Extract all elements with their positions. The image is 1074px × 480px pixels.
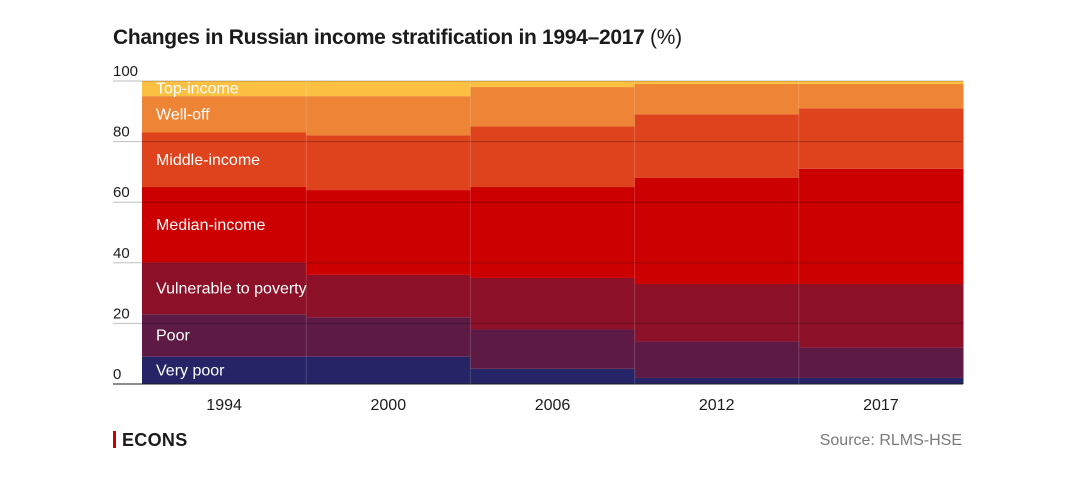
- bar-very-poor-2017: [798, 377, 964, 384]
- bar-median-income-2012: [634, 177, 800, 285]
- bar-median-income-2000: [306, 190, 471, 275]
- bar-vulnerable-to-poverty-2006: [470, 277, 636, 330]
- bar-middle-income-1994: [142, 132, 307, 188]
- bar-middle-income-2012: [634, 114, 800, 178]
- bar-middle-income-2006: [470, 126, 636, 188]
- y-tick-labels: 0 20 40 60 80 100: [113, 63, 138, 383]
- source-note: Source: RLMS-HSE: [819, 432, 962, 449]
- y-tick-60: 60: [113, 184, 130, 201]
- bar-very-poor-2000: [306, 356, 471, 384]
- bars-layer: [142, 81, 964, 384]
- y-tick-40: 40: [113, 245, 130, 262]
- chart-title: Changes in Russian income stratification…: [113, 26, 682, 49]
- series-label-poor: Poor: [156, 328, 190, 345]
- bar-median-income-1994: [142, 187, 307, 263]
- y-tick-0: 0: [113, 366, 121, 383]
- x-tick-2017: 2017: [863, 397, 899, 414]
- bar-well-off-2000: [306, 96, 471, 136]
- series-label-middle-income: Middle-income: [156, 152, 260, 169]
- bar-very-poor-1994: [142, 356, 307, 384]
- gridlines-layer: [113, 80, 963, 385]
- y-tick-100: 100: [113, 63, 138, 80]
- bar-well-off-2017: [798, 84, 964, 109]
- series-label-median-income: Median-income: [156, 217, 265, 234]
- bar-top-income-2006: [470, 81, 636, 88]
- bar-top-income-2000: [306, 81, 471, 97]
- series-label-well-off: Well-off: [156, 106, 210, 123]
- series-label-very-poor: Very poor: [156, 362, 225, 379]
- bar-middle-income-2017: [798, 108, 964, 169]
- y-tick-20: 20: [113, 305, 130, 322]
- bar-top-income-2017: [798, 81, 964, 85]
- x-tick-1994: 1994: [206, 397, 242, 414]
- bar-middle-income-2000: [306, 135, 471, 191]
- bar-median-income-2006: [470, 187, 636, 278]
- x-tick-2012: 2012: [699, 397, 735, 414]
- bar-vulnerable-to-poverty-2017: [798, 284, 964, 348]
- bar-poor-1994: [142, 314, 307, 357]
- bar-poor-2017: [798, 347, 964, 378]
- bar-median-income-2017: [798, 168, 964, 285]
- bar-top-income-1994: [142, 81, 307, 97]
- bar-poor-2000: [306, 317, 471, 357]
- y-tick-80: 80: [113, 124, 130, 141]
- series-label-vulnerable-to-poverty: Vulnerable to poverty: [156, 281, 307, 298]
- bar-vulnerable-to-poverty-1994: [142, 262, 307, 315]
- bar-poor-2006: [470, 329, 636, 369]
- title-unit: (%): [650, 26, 682, 49]
- bar-top-income-2012: [634, 81, 800, 85]
- bar-vulnerable-to-poverty-2012: [634, 284, 800, 342]
- series-label-top-income: Top-income: [156, 81, 239, 98]
- econs-logo: ECONS: [113, 430, 188, 451]
- bar-poor-2012: [634, 341, 800, 378]
- bar-very-poor-2012: [634, 377, 800, 384]
- bar-well-off-1994: [142, 96, 307, 133]
- brand-text: ECONS: [122, 430, 188, 450]
- bar-well-off-2006: [470, 87, 636, 127]
- bar-very-poor-2006: [470, 368, 636, 384]
- bar-well-off-2012: [634, 84, 800, 115]
- x-tick-2006: 2006: [535, 397, 571, 414]
- series-labels: Very poor Poor Vulnerable to poverty Median…: [156, 81, 307, 380]
- bar-vulnerable-to-poverty-2000: [306, 274, 471, 318]
- brand-bar-icon: [113, 431, 116, 448]
- x-tick-labels: 1994 2000 2006 2012 2017: [206, 397, 898, 414]
- x-tick-2000: 2000: [371, 397, 407, 414]
